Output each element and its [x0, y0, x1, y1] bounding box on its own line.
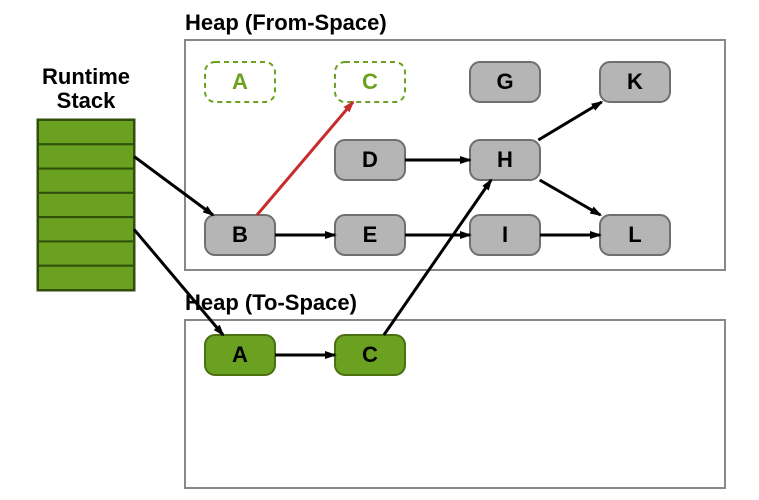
node-label-E: E [363, 222, 378, 247]
node-label-A_to: A [232, 342, 248, 367]
node-label-G: G [496, 69, 513, 94]
stack-pointer-B_from [134, 156, 213, 215]
title-to-space: Heap (To-Space) [185, 290, 357, 315]
node-label-C_ghost: C [362, 69, 378, 94]
node-label-A_ghost: A [232, 69, 248, 94]
edge-H-K [538, 102, 601, 140]
stack-slot [38, 144, 134, 168]
stack-slot [38, 120, 134, 144]
node-label-K: K [627, 69, 643, 94]
stack-slot [38, 169, 134, 193]
edge-C_to-H [384, 180, 491, 335]
stack-slot [38, 241, 134, 265]
title-stack: Stack [57, 88, 116, 113]
node-label-L: L [628, 222, 641, 247]
node-label-H: H [497, 147, 513, 172]
title-stack: Runtime [42, 64, 130, 89]
title-from-space: Heap (From-Space) [185, 10, 387, 35]
node-label-B_from: B [232, 222, 248, 247]
stack-slot [38, 217, 134, 241]
stack-slot [38, 266, 134, 290]
node-label-D: D [362, 147, 378, 172]
node-label-I: I [502, 222, 508, 247]
stack-slot [38, 193, 134, 217]
gc-diagram: Heap (From-Space) Heap (To-Space) RuntimeS… [0, 0, 759, 500]
node-label-C_to: C [362, 342, 378, 367]
edge-H-L [540, 180, 601, 215]
